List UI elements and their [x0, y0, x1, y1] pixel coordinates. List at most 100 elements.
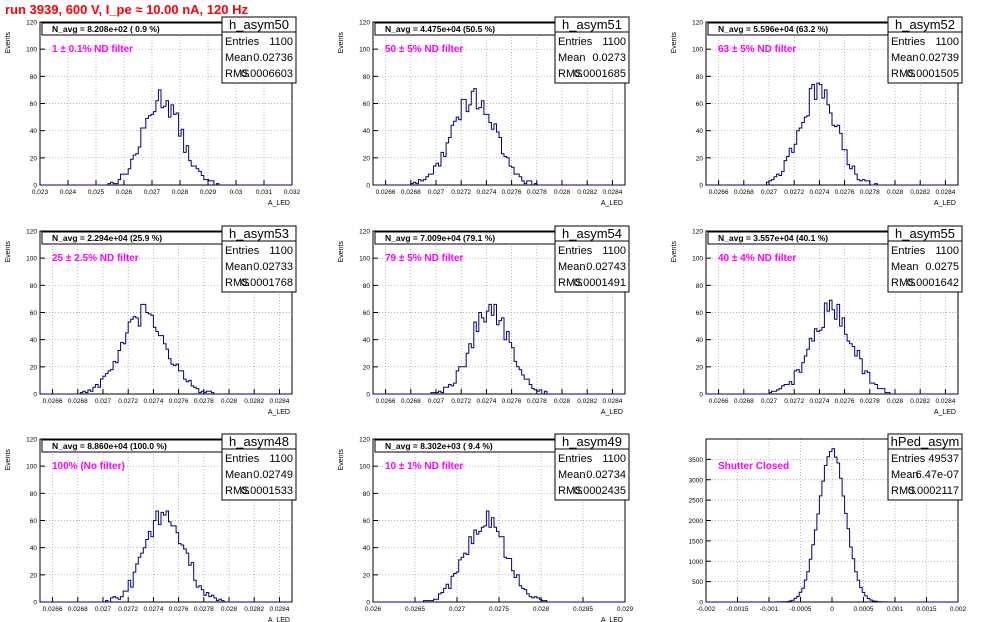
stat-value: 0.02736 — [253, 52, 293, 64]
x-tick-label: 0.0005 — [854, 606, 874, 613]
y-tick-label: 0 — [366, 392, 370, 399]
y-tick-label: 3000 — [689, 477, 704, 484]
histogram-series — [40, 89, 292, 186]
x-tick-label: 0.029 — [200, 189, 217, 196]
y-tick-label: 120 — [26, 229, 37, 236]
y-axis-title: Events — [338, 241, 345, 263]
histogram-series — [706, 448, 958, 603]
stat-value: 1100 — [602, 36, 626, 48]
y-tick-label: 60 — [30, 518, 38, 525]
n-avg-label: N_avg = 8.208e+02 ( 0.9 %) — [52, 24, 160, 34]
y-tick-label: 0 — [699, 600, 703, 607]
x-tick-label: 0.0284 — [269, 398, 289, 405]
y-tick-label: 20 — [363, 155, 371, 162]
y-tick-label: 60 — [696, 310, 704, 317]
x-tick-label: 0.028 — [554, 189, 571, 196]
x-tick-label: 0.0282 — [910, 398, 930, 405]
x-tick-label: 0.028 — [221, 398, 238, 405]
stat-value: 0.0001642 — [907, 277, 959, 289]
y-tick-label: 120 — [692, 20, 703, 27]
x-axis-title: A_LED — [601, 409, 623, 416]
histogram-panel: -0.002 -0.0015 -0.001 -0.0005 0 0.0005 0.001 0.… — [689, 433, 967, 613]
stat-label: RMS — [891, 277, 915, 289]
filter-label: 40 ± 4% ND filter — [718, 253, 796, 264]
x-tick-label: 0.0268 — [68, 398, 88, 405]
x-tick-label: 0.0274 — [143, 606, 163, 613]
plot-frame — [372, 438, 626, 603]
y-tick-label: 40 — [363, 545, 371, 552]
n-avg-label: N_avg = 5.596e+04 (63.2 %) — [718, 24, 828, 34]
y-tick-label: 0 — [33, 392, 37, 399]
histogram-series — [40, 510, 292, 603]
y-tick-label: 2000 — [689, 518, 704, 525]
x-tick-label: 0.0274 — [476, 189, 496, 196]
y-tick-label: 500 — [692, 579, 703, 586]
y-tick-label: 120 — [359, 20, 370, 27]
stat-label: RMS — [225, 485, 249, 497]
filter-label: 10 ± 1% ND filter — [385, 461, 463, 472]
y-tick-label: 1500 — [689, 538, 704, 545]
y-tick-label: 80 — [696, 283, 704, 290]
y-axis-title: Events — [671, 241, 678, 263]
x-tick-label: 0.0278 — [194, 606, 214, 613]
histogram-series — [706, 82, 958, 186]
x-tick-label: 0.0266 — [376, 398, 396, 405]
x-tick-label: 0.0275 — [489, 606, 509, 613]
stat-value: 1100 — [269, 245, 293, 257]
y-tick-label: 20 — [30, 364, 38, 371]
stat-value: 1100 — [935, 36, 959, 48]
plot-frame — [372, 21, 626, 186]
x-tick-label: 0 — [830, 606, 834, 613]
stat-label: Entries — [891, 36, 926, 48]
y-tick-label: 60 — [30, 310, 38, 317]
y-tick-label: 20 — [696, 155, 704, 162]
x-tick-label: 0.0278 — [860, 398, 880, 405]
stat-label: Entries — [225, 36, 260, 48]
x-tick-label: 0.0268 — [401, 189, 421, 196]
y-axis-title: Events — [338, 32, 345, 54]
y-tick-label: 100 — [359, 464, 370, 471]
stat-value: 6.47e-07 — [916, 469, 959, 481]
y-axis-title: Events — [5, 449, 12, 471]
stat-value: 0.0275 — [925, 261, 959, 273]
x-tick-label: 0.0282 — [577, 189, 597, 196]
x-tick-label: 0.0284 — [935, 398, 955, 405]
x-tick-label: 0.027 — [428, 398, 445, 405]
x-tick-label: 0.031 — [256, 189, 273, 196]
histogram-name: h_asym55 — [895, 226, 955, 241]
y-tick-label: 120 — [692, 229, 703, 236]
histogram-panel: 0.0266 0.0268 0.027 0.0272 0.0274 0.0276 0.027… — [5, 433, 297, 622]
y-tick-label: 1000 — [689, 559, 704, 566]
stat-label: Entries — [891, 245, 926, 257]
stat-value: 49537 — [928, 453, 959, 465]
stat-value: 0.0002435 — [574, 485, 626, 497]
y-tick-label: 60 — [363, 518, 371, 525]
histogram-series — [373, 510, 625, 603]
x-tick-label: 0.0284 — [269, 606, 289, 613]
histogram-name: h_asym48 — [229, 434, 289, 449]
y-tick-label: 100 — [26, 256, 37, 263]
x-tick-label: 0.0282 — [244, 398, 264, 405]
x-tick-label: 0.0272 — [451, 189, 471, 196]
x-tick-label: 0.0015 — [917, 606, 937, 613]
histogram-series — [373, 303, 625, 395]
x-tick-label: 0.032 — [284, 189, 301, 196]
x-tick-label: 0.0272 — [118, 398, 138, 405]
histogram-panel: 0.0266 0.0268 0.027 0.0272 0.0274 0.0276 0.027… — [5, 225, 297, 416]
histogram-name: hPed_asym — [891, 434, 960, 449]
y-tick-label: 40 — [30, 545, 38, 552]
stat-label: Mean — [891, 52, 919, 64]
filter-label: 25 ± 2.5% ND filter — [52, 253, 139, 264]
histogram-name: h_asym50 — [229, 17, 289, 32]
x-tick-label: 0.0276 — [502, 189, 522, 196]
y-tick-label: 0 — [699, 183, 703, 190]
n-avg-label: N_avg = 3.557e+04 (40.1 %) — [718, 233, 828, 243]
x-tick-label: 0.0282 — [244, 606, 264, 613]
histogram-panel: 0.0266 0.0268 0.027 0.0272 0.0274 0.0276 0.027… — [338, 225, 630, 416]
x-tick-label: 0.0282 — [577, 398, 597, 405]
stat-label: RMS — [891, 485, 915, 497]
stats-box — [887, 225, 963, 293]
filter-label: 1 ± 0.1% ND filter — [52, 44, 133, 55]
y-tick-label: 120 — [359, 437, 370, 444]
stat-value: 1100 — [269, 36, 293, 48]
